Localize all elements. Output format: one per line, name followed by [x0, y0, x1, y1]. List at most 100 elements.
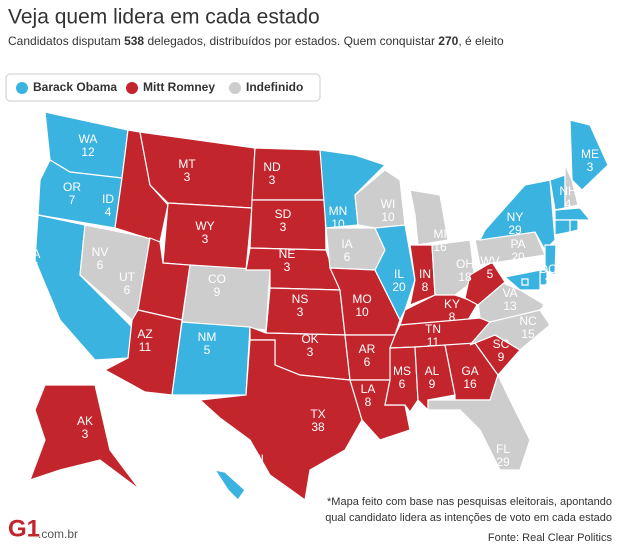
- state-abbr: SC: [493, 337, 510, 351]
- state-votes: 3: [307, 345, 314, 359]
- legend-label: Mitt Romney: [143, 80, 215, 94]
- state-abbr: MT: [178, 157, 196, 171]
- state: [213, 469, 246, 501]
- state-votes: 9: [214, 285, 221, 299]
- state-abbr: MI: [433, 227, 446, 241]
- state-votes: 8: [365, 395, 372, 409]
- state-votes: 3: [269, 173, 276, 187]
- state-votes: 11: [591, 205, 604, 219]
- state: [554, 207, 592, 221]
- state-abbr: MO: [352, 292, 371, 306]
- state-abbr: CO: [208, 272, 226, 286]
- state-votes: 3: [184, 170, 191, 184]
- state-abbr: AZ: [137, 327, 152, 341]
- state-votes: 5: [204, 343, 211, 357]
- state-abbr: OR: [63, 180, 81, 194]
- state-votes: 11: [427, 335, 440, 349]
- state-votes: 3: [587, 160, 594, 174]
- state-abbr: GA: [461, 364, 478, 378]
- state-abbr: MN: [329, 204, 348, 218]
- state-votes: 11: [139, 340, 152, 354]
- state-votes: 29: [496, 455, 510, 469]
- state-abbr: TX: [310, 407, 325, 421]
- state-votes: 4: [105, 205, 112, 219]
- state: [325, 227, 386, 271]
- state: [28, 384, 141, 491]
- state-abbr: NJ: [559, 244, 574, 258]
- state-abbr: LA: [361, 382, 376, 396]
- state-abbr: NH: [559, 184, 576, 198]
- state-votes: 10: [381, 210, 395, 224]
- state-votes: 6: [97, 258, 104, 272]
- state-abbr: SD: [275, 207, 292, 221]
- state-abbr: MD: [539, 282, 558, 296]
- state-abbr: IL: [394, 267, 404, 281]
- state-abbr: NY: [507, 210, 524, 224]
- subtitle-part: delegados, distribuídos por estados. Que…: [144, 34, 438, 48]
- state-votes: 6: [364, 355, 371, 369]
- state-votes: 12: [81, 145, 95, 159]
- state-abbr: WI: [381, 197, 396, 211]
- state-abbr: MS: [393, 364, 411, 378]
- state-abbr: TN: [425, 322, 441, 336]
- state-votes: 6: [399, 377, 406, 391]
- state-abbr: DC: [539, 262, 557, 276]
- state-votes: 7: [69, 193, 76, 207]
- state-abbr: RI: [595, 218, 607, 232]
- state: [554, 219, 571, 236]
- state: [569, 119, 609, 191]
- note: qual candidato lidera as intenções de vo…: [325, 512, 612, 524]
- state-votes: 10: [355, 305, 369, 319]
- subtitle-part: 538: [124, 34, 144, 48]
- state-abbr: FL: [496, 442, 510, 456]
- state-votes: 6: [344, 250, 351, 264]
- subtitle: Candidatos disputam 538 delegados, distr…: [8, 34, 504, 48]
- state-abbr: OH: [456, 257, 474, 271]
- subtitle-part: Candidatos disputam: [8, 34, 124, 48]
- state-votes: 38: [311, 420, 325, 434]
- state-votes: 3: [202, 232, 209, 246]
- legend: Barack Obama Mitt Romney Indefinido: [16, 80, 303, 94]
- state-votes: 3: [297, 305, 304, 319]
- state-votes: 15: [521, 327, 535, 341]
- state: [431, 239, 476, 296]
- state-abbr: DE: [558, 268, 575, 282]
- source: Fonte: Real Clear Politics: [488, 532, 613, 544]
- state-abbr: WY: [195, 219, 214, 233]
- state-votes: 7: [579, 241, 586, 255]
- state-votes: 29: [508, 223, 522, 237]
- state-votes: 3: [545, 275, 552, 289]
- state-votes: 10: [541, 295, 555, 309]
- state-votes: 4: [598, 231, 605, 245]
- state-abbr: NE: [279, 247, 296, 261]
- state-abbr: NS: [292, 292, 309, 306]
- legend-swatch: [229, 82, 241, 94]
- state-votes: 10: [331, 217, 345, 231]
- state: [427, 373, 531, 471]
- state-abbr: AR: [359, 342, 376, 356]
- state-votes: 3: [552, 167, 559, 181]
- title: Veja quem lidera em cada estado: [8, 6, 320, 29]
- state-votes: 9: [498, 350, 505, 364]
- legend-label: Barack Obama: [33, 80, 117, 94]
- legend-box: [5, 73, 321, 102]
- state-abbr: PA: [510, 237, 525, 251]
- state-abbr: AK: [77, 414, 93, 428]
- state-abbr: NM: [198, 330, 217, 344]
- state-votes: 20: [392, 280, 406, 294]
- state-abbr: WA: [79, 132, 98, 146]
- state-abbr: KY: [444, 297, 460, 311]
- state-votes: 4: [565, 197, 572, 211]
- state-votes: 20: [511, 250, 525, 264]
- state-abbr: MA: [588, 192, 606, 206]
- note: *Mapa feito com base nas pesquisas eleit…: [327, 496, 612, 508]
- state-votes: 18: [458, 270, 472, 284]
- state-votes: 3: [82, 427, 89, 441]
- state: [181, 264, 271, 331]
- state-abbr: WV: [480, 254, 499, 268]
- state-votes: 16: [463, 377, 477, 391]
- state-abbr: NC: [519, 314, 537, 328]
- state-votes: 3: [284, 260, 291, 274]
- states: WA12OR7CA55NV6ID4MT3WY3UT6CO9AZ11NM5ND3S…: [24, 111, 609, 502]
